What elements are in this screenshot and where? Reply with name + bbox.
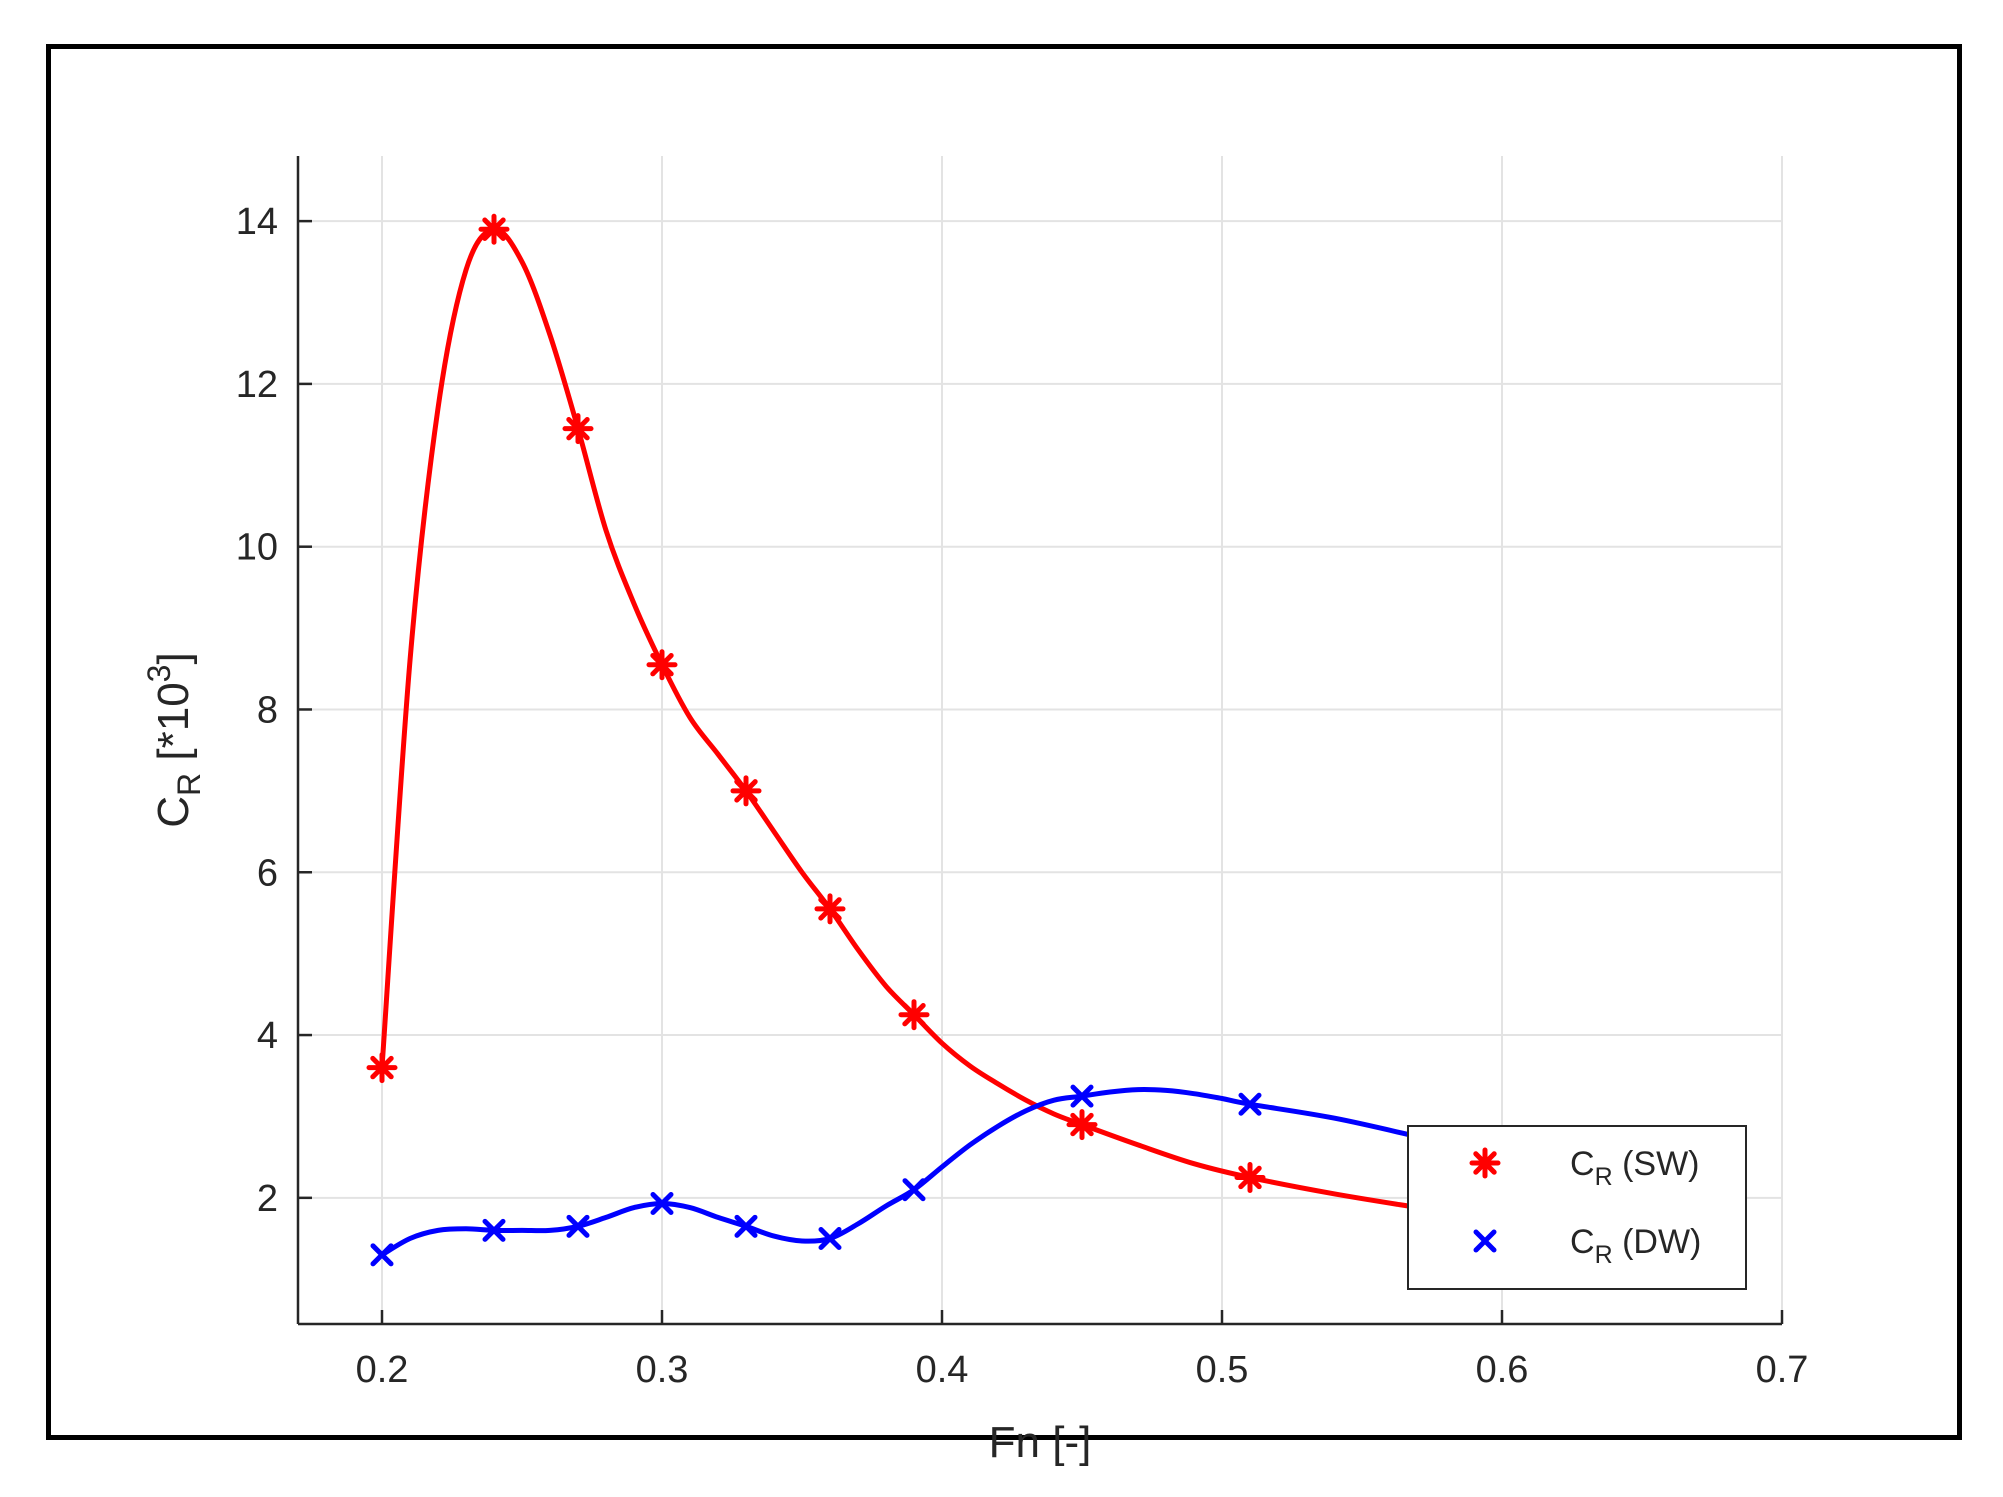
data-point-dw-stroke <box>650 1192 674 1216</box>
ticks: 0.2 0.3 0.4 0.5 0.6 0.7 2 4 6 8 10 12 14 <box>236 201 1809 1391</box>
data-point-dw <box>566 1214 590 1238</box>
data-point-dw <box>482 1218 506 1242</box>
legend-dw-rest: (DW) <box>1613 1223 1702 1261</box>
data-point-sw <box>898 999 930 1031</box>
legend-marker-sw <box>1469 1147 1501 1179</box>
grid <box>298 156 1783 1324</box>
data-point-sw <box>562 413 594 445</box>
series-sw-line <box>379 226 1503 1224</box>
data-point-dw-stroke <box>902 1178 926 1202</box>
legend-label-sw: CR (SW) <box>1570 1145 1699 1191</box>
x-tick-label: 0.3 <box>636 1349 689 1391</box>
data-point-dw <box>370 1243 394 1267</box>
x-axis-label: Fn [-] <box>989 1418 1092 1467</box>
y-tick-label: 4 <box>257 1015 278 1057</box>
data-point-dw <box>902 1178 926 1202</box>
legend-marker-dw <box>1473 1229 1497 1253</box>
data-point-sw <box>1234 1161 1266 1193</box>
data-point-sw-core <box>488 223 500 236</box>
y-tick-label: 10 <box>236 527 278 569</box>
data-point-sw-core <box>656 658 668 671</box>
y-axis-label: CR [*103] <box>141 652 207 827</box>
data-point-dw <box>1070 1084 1094 1108</box>
axes <box>296 156 1782 1326</box>
data-point-sw-core <box>908 1008 920 1021</box>
y-tick-label: 12 <box>236 364 278 406</box>
data-point-sw <box>366 1052 398 1084</box>
data-point-dw-stroke <box>1238 1092 1262 1116</box>
x-tick-label: 0.7 <box>1756 1349 1809 1391</box>
x-tick-label: 0.4 <box>916 1349 969 1391</box>
legend-marker-shape-stroke <box>1473 1229 1497 1253</box>
y-label-end: ] <box>149 652 198 664</box>
data-point-dw-stroke <box>1070 1084 1094 1108</box>
data-point-dw-stroke <box>818 1227 842 1251</box>
data-point-sw-core <box>740 784 752 797</box>
data-point-dw <box>1238 1092 1262 1116</box>
legend-marker-shape <box>1473 1229 1497 1253</box>
data-point-sw-core <box>824 902 836 915</box>
legend-dw-sub: R <box>1595 1241 1613 1269</box>
y-label-rest: [*10 <box>149 682 198 773</box>
y-tick-label: 2 <box>257 1178 278 1220</box>
data-point-sw-core <box>1244 1171 1256 1184</box>
legend-label-dw: CR (DW) <box>1570 1223 1701 1269</box>
y-tick-label: 14 <box>236 201 278 243</box>
data-point-dw-stroke <box>482 1218 506 1242</box>
data-point-sw-core <box>1076 1118 1088 1131</box>
legend-sw-main: C <box>1570 1145 1595 1183</box>
y-label-sub: R <box>171 773 207 796</box>
legend-sw-sub: R <box>1595 1163 1613 1191</box>
legend-marker-shape <box>1469 1147 1501 1179</box>
data-point-sw <box>1066 1109 1098 1141</box>
x-tick-label: 0.5 <box>1196 1349 1249 1391</box>
figure-frame <box>46 44 1962 1440</box>
legend-marker-shape-core <box>1479 1157 1491 1169</box>
legend-box <box>1407 1125 1747 1290</box>
y-label-sup: 3 <box>141 665 177 683</box>
legend: CR (SW) CR (DW) <box>1407 1125 1747 1290</box>
data-point-sw <box>730 775 762 807</box>
data-point-sw-core <box>376 1061 388 1074</box>
x-tick-label: 0.6 <box>1476 1349 1529 1391</box>
data-point-dw <box>734 1214 758 1238</box>
legend-sw-rest: (SW) <box>1613 1145 1700 1183</box>
data-point-dw <box>818 1227 842 1251</box>
data-point-dw-stroke <box>734 1214 758 1238</box>
data-point-sw <box>646 649 678 681</box>
series-dw-line <box>380 1087 1503 1257</box>
data-point-dw-stroke <box>370 1243 394 1267</box>
y-tick-label: 6 <box>257 852 278 894</box>
legend-dw-main: C <box>1570 1223 1595 1261</box>
data-point-sw <box>478 213 510 245</box>
data-point-dw-stroke <box>566 1214 590 1238</box>
data-point-dw <box>650 1192 674 1216</box>
x-tick-label: 0.2 <box>356 1349 409 1391</box>
data-point-sw <box>814 893 846 925</box>
data-point-sw-core <box>572 422 584 435</box>
y-tick-label: 8 <box>257 689 278 731</box>
y-label-main: C <box>149 796 198 828</box>
